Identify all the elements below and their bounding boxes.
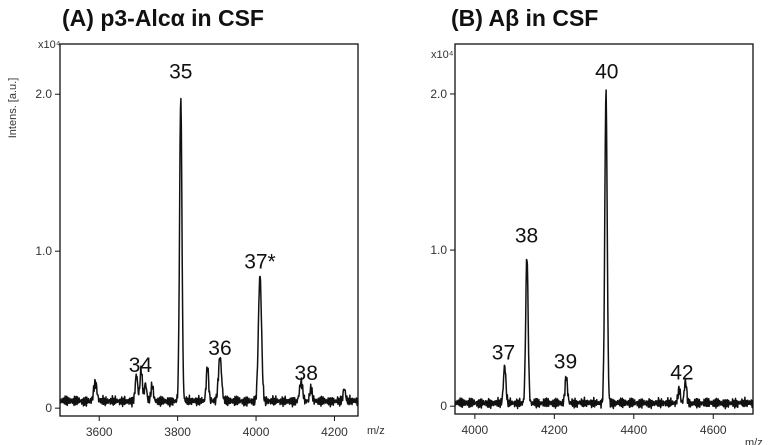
panel-b-peak-label: 38 [515,224,538,247]
panel-b-y-tick-label: 2.0 [430,87,447,101]
panel-a-title: (A) p3-Alcα in CSF [62,5,264,31]
panel-b-plot-frame [454,43,754,415]
panel-b-title: (B) Aβ in CSF [451,5,598,31]
panel-a-peak-label: 34 [129,354,153,377]
panel-a-peak-label: 36 [208,337,231,360]
panel-a-x-axis-label: m/z [367,425,385,437]
panel-a-y-tick-label: 2.0 [35,87,52,101]
panel-b-y-scale-label: x10⁴ [431,49,454,61]
panel-b-peak-label: 39 [554,351,577,374]
panel-b-x-tick-label: 4200 [541,423,568,437]
panel-b-peak-label: 42 [670,362,693,385]
panel-b-plot-area: 4000 4200 4400 4600 0 1.0 2.0 37 38 39 40 42 [430,43,754,437]
panel-b-x-tick-label: 4400 [620,423,647,437]
panel-a-peak-label: 37* [244,250,276,273]
panel-a-plot-area: 3600 3800 4000 4200 0 1.0 2.0 34 35 36 37* 38 [35,43,359,439]
panel-a-y-scale-label: x10⁴ [38,39,61,51]
panel-a-peak-label: 38 [295,362,318,385]
panel-b-x-axis-label: m/z [745,437,763,445]
panel-a-y-tick-label: 1.0 [35,244,52,258]
panel-a-spectrum-trace [59,97,359,408]
panel-a-x-tick-label: 3600 [86,425,113,439]
panel-a: (A) p3-Alcα in CSF x10⁴ Intens. [a.u.] 3… [7,5,385,439]
panel-b-y-tick-label: 1.0 [430,243,447,257]
panel-a-peak-label: 35 [169,61,192,84]
panel-b-x-tick-label: 4600 [700,423,727,437]
panel-a-x-tick-label: 4000 [243,425,270,439]
panel-a-x-tick-label: 4200 [321,425,348,439]
panel-a-y-tick-label: 0 [45,401,52,415]
panel-a-y-axis-label: Intens. [a.u.] [7,78,19,139]
panel-a-plot-frame [59,43,359,417]
panel-b-x-tick-label: 4000 [462,423,489,437]
panel-a-x-tick-label: 3800 [164,425,191,439]
panel-b-peak-label: 40 [595,60,618,83]
panel-b-peak-label: 37 [492,341,515,364]
panel-b-y-tick-label: 0 [440,399,447,413]
panel-b-spectrum-trace [454,89,754,410]
panel-b: (B) Aβ in CSF x10⁴ 4000 4200 4400 4600 0 1.0 2… [430,5,762,445]
